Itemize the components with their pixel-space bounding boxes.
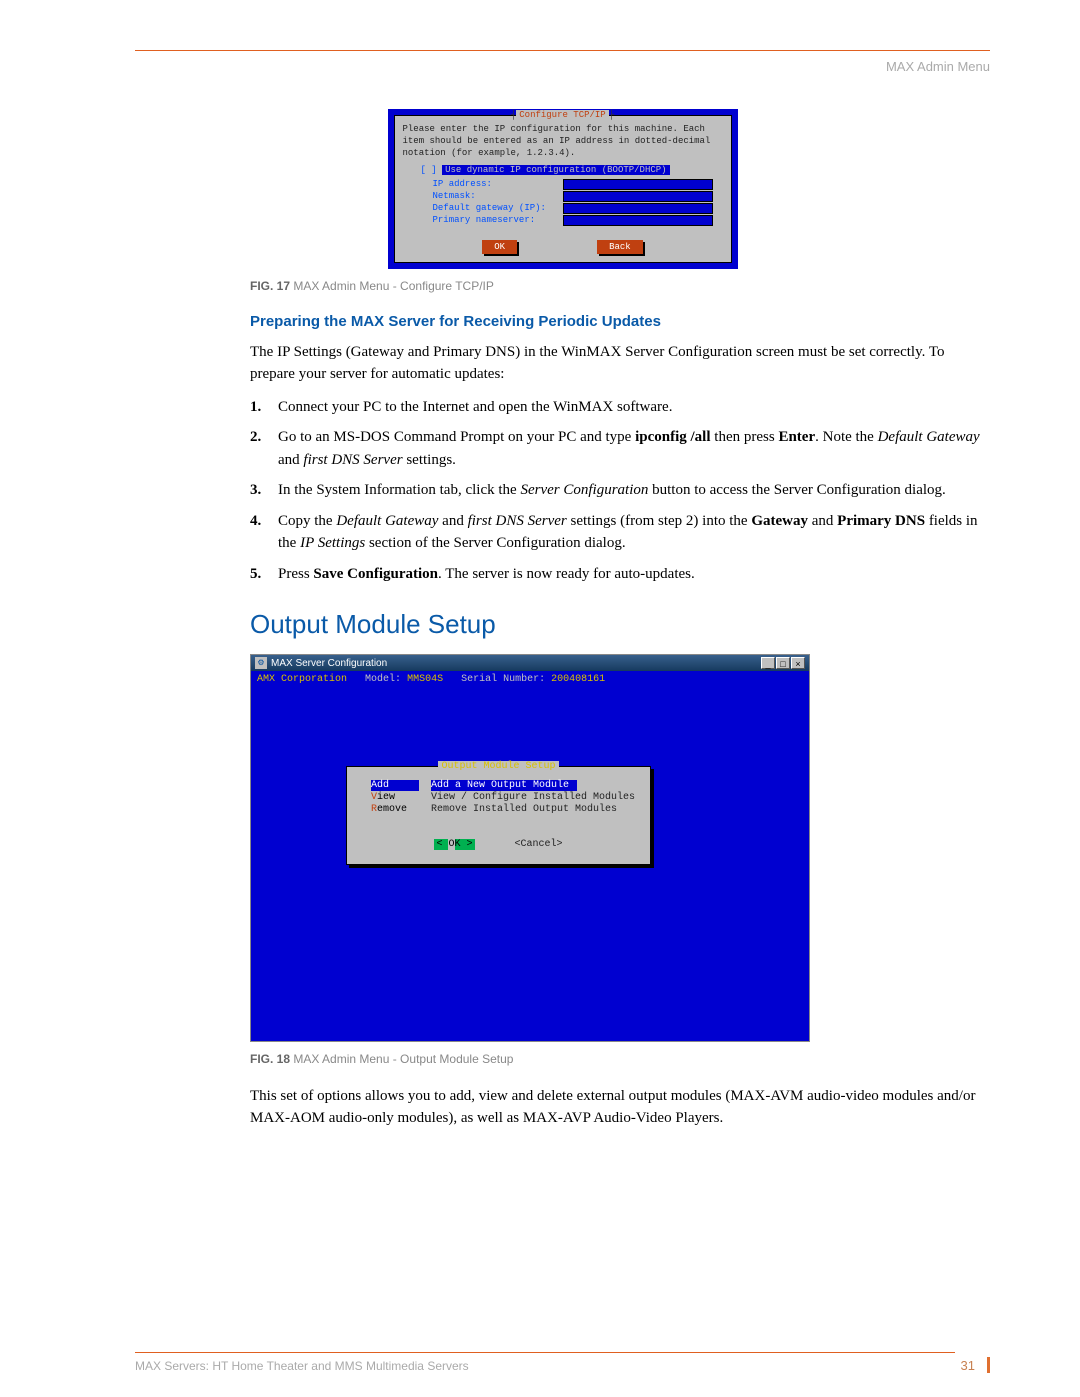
fig17-ip-label: IP address: [433, 179, 563, 190]
step-2: Go to an MS-DOS Command Prompt on your P… [250, 426, 990, 471]
menu-remove-key: Remove [371, 804, 419, 815]
fig18-titlebar: ⚙ MAX Server Configuration _ □ × [251, 655, 809, 671]
fig18-toprow: AMX Corporation Model: MMS04S Serial Num… [251, 671, 809, 688]
header-label: MAX Admin Menu [135, 59, 990, 74]
step-3: In the System Information tab, click the… [250, 479, 990, 502]
menu-add-desc: Add a New Output Module [431, 780, 577, 791]
section1-heading: Preparing the MAX Server for Receiving P… [250, 313, 990, 330]
minimize-icon: _ [761, 657, 775, 669]
footer-text: MAX Servers: HT Home Theater and MMS Mul… [135, 1359, 469, 1373]
menu-view-key: View [371, 792, 419, 803]
section1-intro: The IP Settings (Gateway and Primary DNS… [250, 342, 990, 386]
menu-remove-desc: Remove Installed Output Modules [431, 804, 617, 815]
fig17-caption: FIG. 17 MAX Admin Menu - Configure TCP/I… [250, 279, 990, 293]
fig17-screenshot: ┤Configure TCP/IP├ Please enter the IP c… [388, 109, 738, 269]
fig17-netmask-input [563, 191, 713, 202]
fig17-ip-input [563, 179, 713, 190]
step-1: Connect your PC to the Internet and open… [250, 396, 990, 419]
step-4: Copy the Default Gateway and first DNS S… [250, 510, 990, 555]
footer-rule [135, 1352, 955, 1353]
fig17-nameserver-label: Primary nameserver: [433, 215, 563, 226]
fig17-nameserver-input [563, 215, 713, 226]
footer-page: 31 [961, 1358, 975, 1373]
trailing-paragraph: This set of options allows you to add, v… [250, 1086, 990, 1130]
fig18-screenshot: ⚙ MAX Server Configuration _ □ × AMX Cor… [250, 654, 810, 1042]
fig17-ok-button: OK [482, 240, 517, 254]
menu-view-desc: View / Configure Installed Modules [431, 792, 635, 803]
fig17-panel: ┤Configure TCP/IP├ Please enter the IP c… [394, 115, 732, 263]
fig17-netmask-label: Netmask: [433, 191, 563, 202]
fig17-dynamic-row: [ ] Use dynamic IP configuration (BOOTP/… [421, 165, 723, 175]
fig18-cancel-button: <Cancel> [515, 839, 563, 850]
window-icon: ⚙ [255, 657, 267, 669]
fig18-body: AMX Corporation Model: MMS04S Serial Num… [251, 671, 809, 1041]
menu-add-key: Add [371, 780, 419, 791]
fig17-gateway-input [563, 203, 713, 214]
fig17-dynamic-label: Use dynamic IP configuration (BOOTP/DHCP… [442, 165, 669, 175]
fig17-title: Configure TCP/IP [516, 110, 608, 120]
fig17-gateway-label: Default gateway (IP): [433, 203, 563, 214]
steps-list: Connect your PC to the Internet and open… [250, 396, 990, 586]
step-5: Press Save Configuration. The server is … [250, 563, 990, 586]
footer-accent-bar [987, 1357, 990, 1373]
close-icon: × [791, 657, 805, 669]
section2-heading: Output Module Setup [250, 609, 990, 640]
fig18-window-title: MAX Server Configuration [271, 658, 387, 669]
maximize-icon: □ [776, 657, 790, 669]
fig18-dialog-title: Output Module Setup [438, 761, 558, 772]
fig18-ok-button: < OK > [434, 839, 474, 850]
fig17-back-button: Back [597, 240, 643, 254]
fig18-dialog: Output Module Setup Add Add a New Output… [346, 766, 651, 865]
fig17-instructions: Please enter the IP configuration for th… [403, 123, 723, 159]
top-rule [135, 50, 990, 51]
fig18-caption: FIG. 18 MAX Admin Menu - Output Module S… [250, 1052, 990, 1066]
